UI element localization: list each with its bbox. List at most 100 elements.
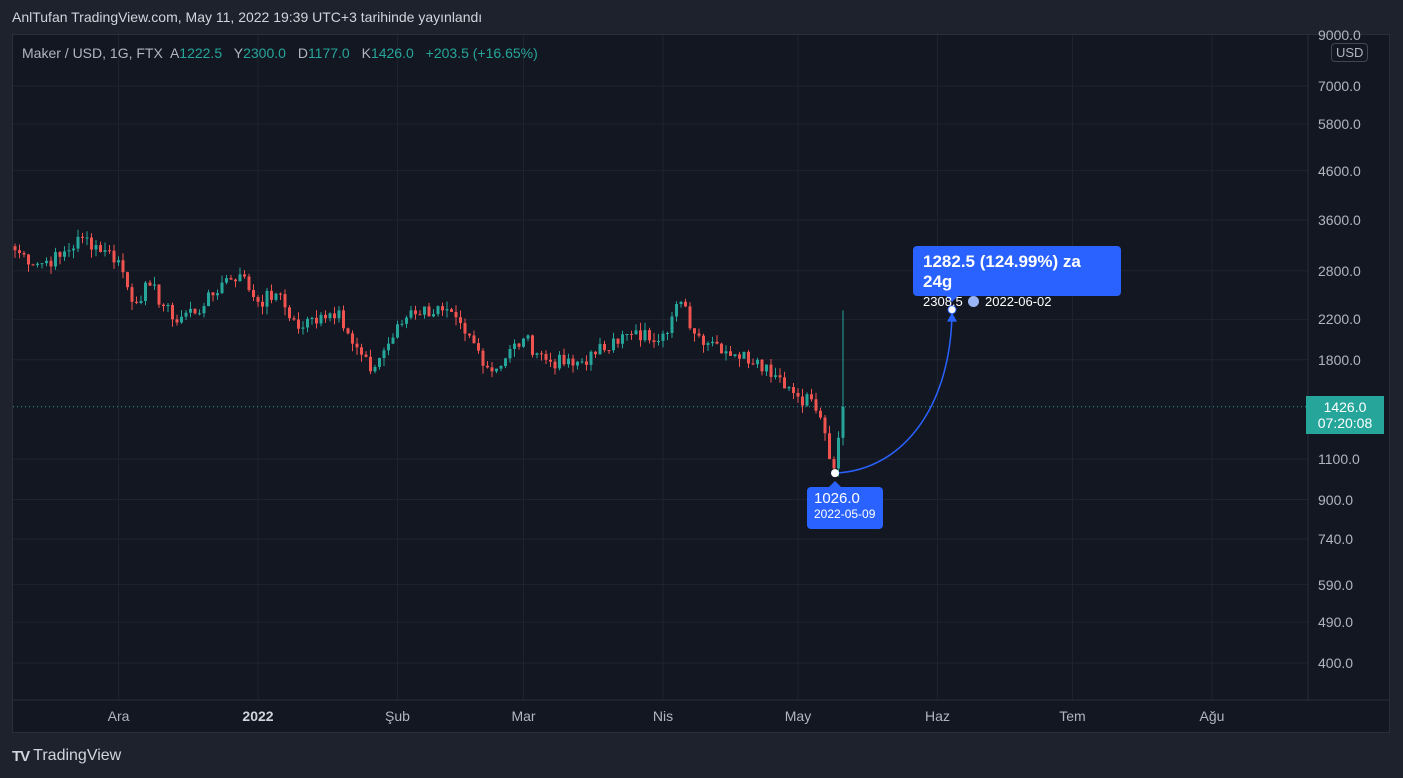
candle-body <box>589 351 593 365</box>
candle-body <box>18 250 21 253</box>
candle-body <box>67 250 71 252</box>
candle-body <box>279 293 282 295</box>
candle-body <box>99 245 102 252</box>
candle-body <box>135 301 138 303</box>
candle-body <box>594 351 597 355</box>
candle-body <box>256 297 260 302</box>
candle-body <box>603 343 606 351</box>
candle-body <box>711 341 714 344</box>
candle-body <box>85 237 89 239</box>
time-tick: May <box>784 708 812 724</box>
publication-header: AnlTufan TradingView.com, May 11, 2022 1… <box>12 9 483 25</box>
candle-body <box>207 292 210 307</box>
candle-body <box>94 245 98 250</box>
candle-body <box>729 351 732 356</box>
candle-body <box>175 319 179 323</box>
candle-body <box>553 361 557 369</box>
candle-body <box>787 387 791 389</box>
candle-body <box>508 348 512 359</box>
candle-body <box>396 324 399 338</box>
candle-body <box>769 364 773 377</box>
candle-body <box>126 272 129 288</box>
candle-body <box>841 406 845 438</box>
candle-body <box>517 343 521 347</box>
close-label: K <box>361 45 371 61</box>
projection-end-point <box>947 305 957 315</box>
candle-body <box>337 310 341 319</box>
candle-body <box>193 308 197 314</box>
candle-body <box>652 340 656 343</box>
candle-body <box>571 358 575 366</box>
candle-body <box>382 350 386 359</box>
candle-body <box>814 399 818 411</box>
candle-body <box>621 334 624 344</box>
candle-body <box>639 330 642 341</box>
candle-body <box>445 309 449 311</box>
candle-body <box>391 337 395 344</box>
chart-panel[interactable] <box>12 34 1390 733</box>
candle-body <box>360 347 363 355</box>
candle-body <box>661 333 665 341</box>
currency-button[interactable]: USD <box>1331 43 1369 62</box>
candle-body <box>288 307 291 319</box>
candle-body <box>243 274 246 277</box>
candle-body <box>598 343 602 355</box>
candle-body <box>13 246 17 251</box>
candle-body <box>117 260 120 263</box>
candle-body <box>720 343 723 354</box>
symbol-label[interactable]: Maker / USD, 1G, FTX <box>22 45 163 61</box>
tradingview-logo[interactable]: TV TradingView <box>12 747 121 765</box>
candle-body <box>643 330 647 341</box>
candle-body <box>292 318 296 320</box>
candle-body <box>648 330 651 341</box>
candle-body <box>756 359 759 365</box>
projection-headline: 1282.5 (124.99%) za 24g <box>923 252 1081 291</box>
candle-body <box>810 394 813 400</box>
candle-body <box>760 359 764 372</box>
candle-body <box>153 284 156 286</box>
candle-body <box>252 290 255 298</box>
candle-body <box>778 375 782 378</box>
candle-body <box>828 433 831 460</box>
candle-body <box>765 364 768 372</box>
candle-body <box>468 333 471 336</box>
candle-body <box>535 353 539 355</box>
candle-body <box>369 356 372 372</box>
projection-target-label[interactable]: 1282.5 (124.99%) za 24g 2308.5 2022-06-0… <box>913 246 1121 309</box>
candle-body <box>373 366 377 372</box>
candle-body <box>423 306 426 315</box>
candle-body <box>567 358 570 365</box>
price-tick: 2200.0 <box>1318 311 1361 328</box>
candle-body <box>463 322 467 334</box>
candle-body <box>211 292 215 296</box>
candle-body <box>63 251 66 257</box>
time-tick: Tem <box>1059 708 1086 724</box>
candle-body <box>270 290 273 300</box>
price-tick: 5800.0 <box>1318 115 1361 132</box>
bar-countdown: 07:20:08 <box>1317 415 1373 431</box>
price-tick: 590.0 <box>1318 576 1354 593</box>
candle-body <box>472 335 476 344</box>
candle-body <box>540 353 543 355</box>
target-date: 2022-06-02 <box>985 294 1052 309</box>
candle-body <box>409 310 413 318</box>
ohlc-legend: Maker / USD, 1G, FTX A1222.5 Y2300.0 D11… <box>22 45 542 61</box>
candle-body <box>229 278 233 280</box>
candle-body <box>751 363 755 365</box>
candle-body <box>486 365 489 368</box>
candle-body <box>148 282 152 286</box>
candle-body <box>27 254 30 265</box>
candle-body <box>247 276 251 291</box>
candle-body <box>355 343 359 348</box>
time-tick: Şub <box>385 708 410 724</box>
projection-start-label[interactable]: 1026.0 2022-05-09 <box>807 487 883 529</box>
candle-body <box>702 335 705 345</box>
candle-body <box>670 316 674 334</box>
candle-body <box>688 306 692 329</box>
candle-body <box>504 358 507 367</box>
candle-body <box>139 300 143 303</box>
price-tick: 4600.0 <box>1318 162 1361 179</box>
candle-body <box>607 350 611 352</box>
candle-body <box>265 290 269 307</box>
